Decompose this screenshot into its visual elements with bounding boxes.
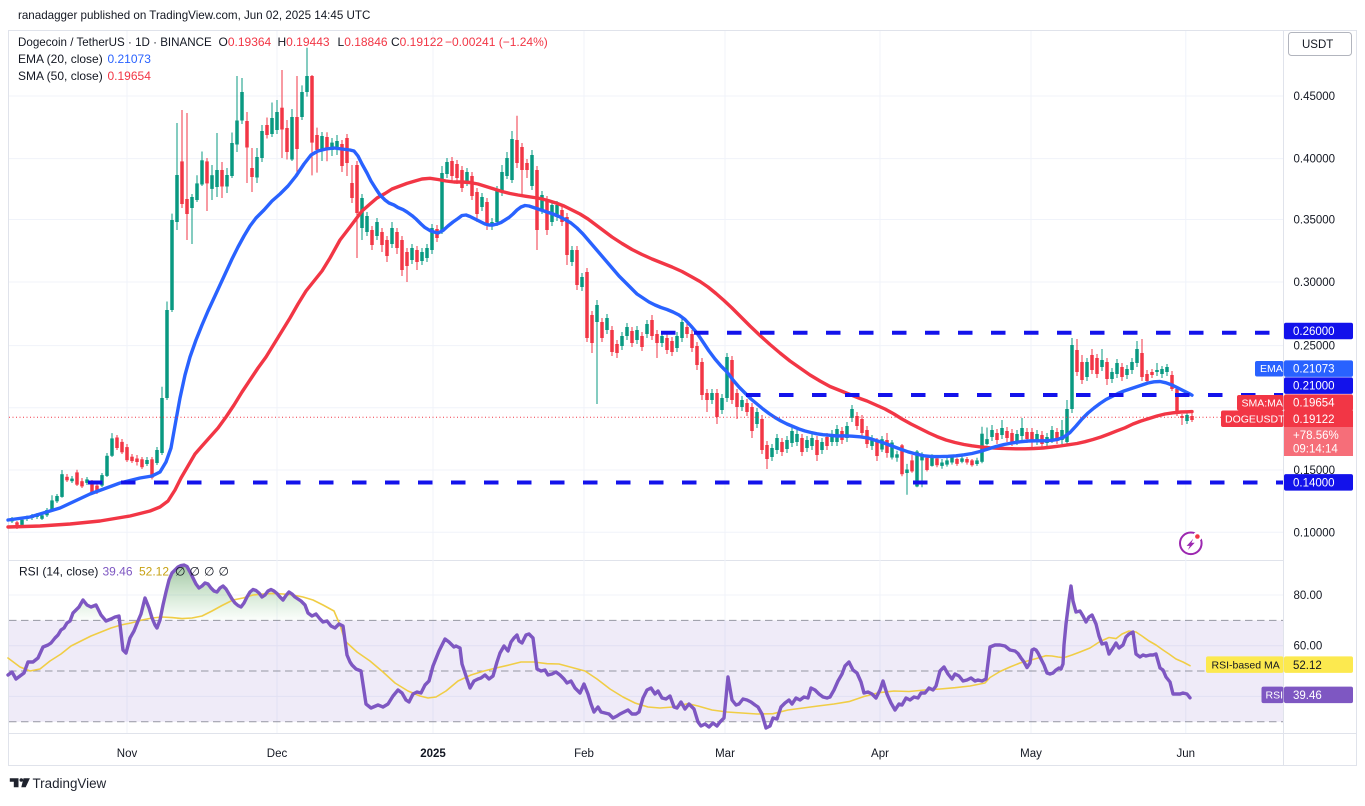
svg-text:0.19654: 0.19654 (1293, 398, 1335, 410)
svg-text:USDT: USDT (1302, 39, 1333, 51)
svg-text:0.21000: 0.21000 (1293, 381, 1335, 393)
svg-text:−0.00241 (−1.24%): −0.00241 (−1.24%) (445, 35, 548, 49)
svg-text:0.10000: 0.10000 (1294, 527, 1336, 539)
svg-text:Dec: Dec (267, 748, 288, 760)
svg-text:60.00: 60.00 (1294, 641, 1323, 653)
svg-text:52.12: 52.12 (139, 565, 169, 579)
svg-text:2025: 2025 (420, 748, 446, 760)
svg-text:∅: ∅ (219, 565, 229, 579)
svg-text:∅: ∅ (175, 565, 185, 579)
svg-text:RSI (14, close): RSI (14, close) (19, 565, 98, 579)
svg-text:Mar: Mar (715, 748, 735, 760)
svg-text:Jun: Jun (1177, 748, 1196, 760)
svg-text:52.12: 52.12 (1293, 660, 1322, 672)
svg-text:TradingView: TradingView (33, 776, 107, 791)
svg-text:80.00: 80.00 (1294, 590, 1323, 602)
svg-text:Apr: Apr (871, 748, 889, 760)
svg-text:EMA (20, close): EMA (20, close) (18, 52, 103, 66)
svg-text:∅: ∅ (190, 565, 200, 579)
svg-text:0.15000: 0.15000 (1294, 465, 1336, 477)
svg-text:0.21073: 0.21073 (1293, 364, 1335, 376)
svg-text:0.19122: 0.19122 (1293, 414, 1335, 426)
svg-text:C0.19122: C0.19122 (391, 35, 443, 49)
svg-text:Feb: Feb (574, 748, 594, 760)
svg-text:0.14000: 0.14000 (1293, 477, 1335, 489)
svg-text:SMA:MA: SMA:MA (1242, 398, 1283, 410)
svg-text:09:14:14: 09:14:14 (1293, 444, 1338, 456)
svg-text:0.45000: 0.45000 (1294, 91, 1336, 103)
svg-text:0.40000: 0.40000 (1294, 154, 1336, 166)
svg-text:∅: ∅ (204, 565, 214, 579)
svg-text:+78.56%: +78.56% (1293, 430, 1339, 442)
svg-text:Dogecoin / TetherUS · 1D · BIN: Dogecoin / TetherUS · 1D · BINANCE (18, 36, 212, 49)
svg-text:O0.19364: O0.19364 (219, 35, 272, 49)
svg-text:May: May (1020, 748, 1042, 760)
svg-text:0.26000: 0.26000 (1293, 326, 1335, 338)
svg-text:0.19654: 0.19654 (108, 69, 152, 83)
svg-text:SMA (50, close): SMA (50, close) (18, 69, 103, 83)
svg-text:39.46: 39.46 (103, 565, 133, 579)
svg-text:0.25000: 0.25000 (1294, 341, 1336, 353)
svg-text:0.21073: 0.21073 (108, 52, 152, 66)
svg-text:L0.18846: L0.18846 (338, 35, 388, 49)
svg-text:39.46: 39.46 (1293, 690, 1322, 702)
svg-text:DOGEUSDT: DOGEUSDT (1225, 414, 1285, 426)
svg-text:0.30000: 0.30000 (1294, 277, 1336, 289)
svg-text:RSI: RSI (1266, 690, 1284, 702)
svg-text:ranadagger published on Tradin: ranadagger published on TradingView.com,… (18, 9, 370, 22)
svg-text:EMA: EMA (1260, 363, 1283, 375)
svg-text:H0.19443: H0.19443 (278, 35, 330, 49)
svg-text:Nov: Nov (117, 748, 138, 760)
svg-text:RSI-based MA: RSI-based MA (1212, 660, 1280, 672)
svg-text:0.35000: 0.35000 (1294, 215, 1336, 227)
